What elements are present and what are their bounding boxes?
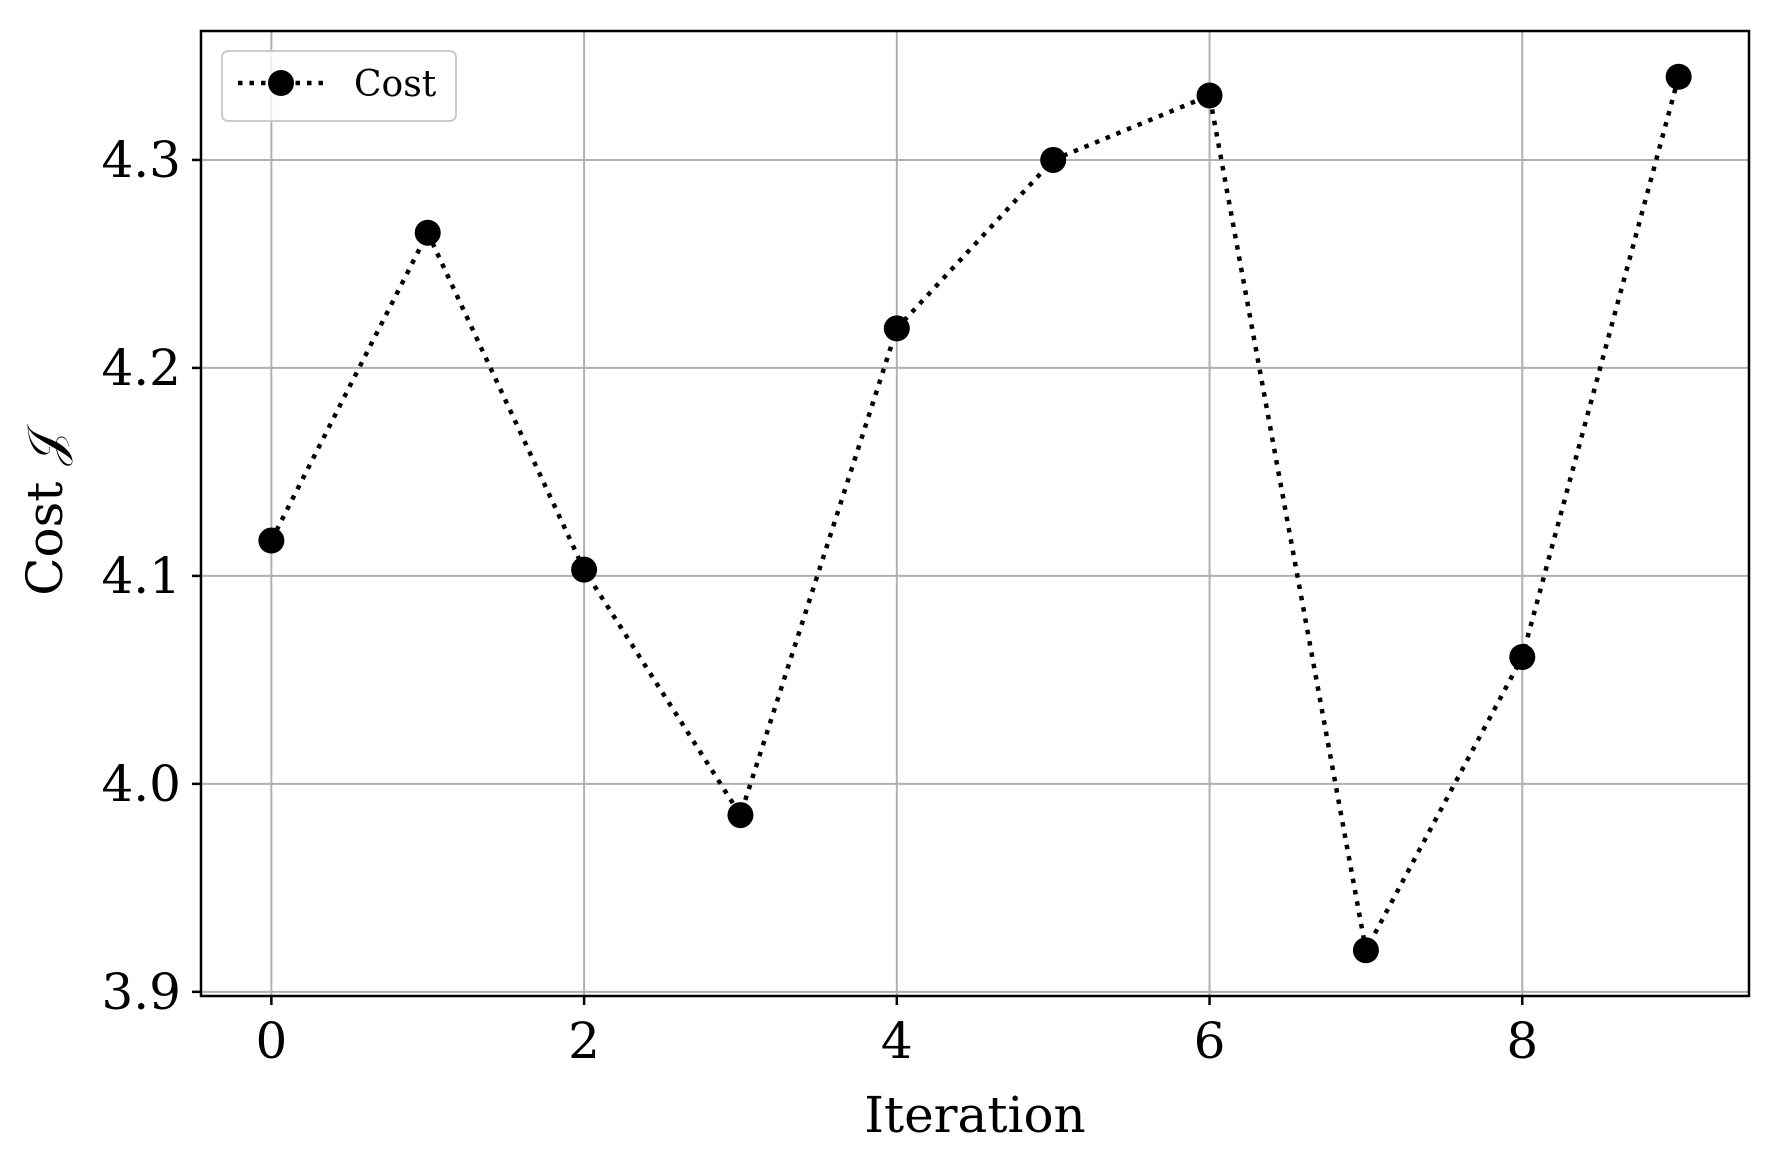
x-tick-label: 8: [1506, 1012, 1538, 1070]
y-tick-label: 4.1: [101, 547, 181, 605]
legend-box: [221, 50, 457, 122]
data-point: [571, 556, 598, 583]
legend-label: Cost: [354, 64, 437, 105]
x-axis-title: Iteration: [864, 1086, 1086, 1144]
plot-frame: [199, 29, 1751, 998]
x-tick-label: 2: [568, 1012, 600, 1070]
ticks: 0 2 4 6 8 3.9 4.0 4.1 4.2 4.3: [101, 131, 1538, 1070]
x-tick-label: 4: [881, 1012, 913, 1070]
data-point: [258, 527, 285, 554]
data-point: [1665, 63, 1692, 90]
y-tick-label: 4.2: [101, 339, 181, 397]
x-tick-label: 6: [1194, 1012, 1226, 1070]
grid: [201, 31, 1749, 996]
y-axis-title: Cost 𝒥: [16, 424, 74, 596]
data-point: [1509, 644, 1536, 671]
x-tick-label: 0: [255, 1012, 287, 1070]
series-layer: [258, 63, 1692, 964]
y-tick-label: 3.9: [101, 963, 181, 1021]
series-line-0: [269, 76, 1681, 958]
y-tick-label: 4.3: [101, 131, 181, 189]
data-point: [414, 219, 441, 246]
axes: [199, 29, 1751, 998]
data-point: [1040, 146, 1067, 173]
data-point: [1196, 82, 1223, 109]
legend-marker: [268, 70, 294, 96]
y-tick-label: 4.0: [101, 755, 181, 813]
data-point: [1352, 937, 1379, 964]
legend: Cost: [221, 50, 457, 122]
data-point: [727, 802, 754, 829]
data-point: [883, 315, 910, 342]
